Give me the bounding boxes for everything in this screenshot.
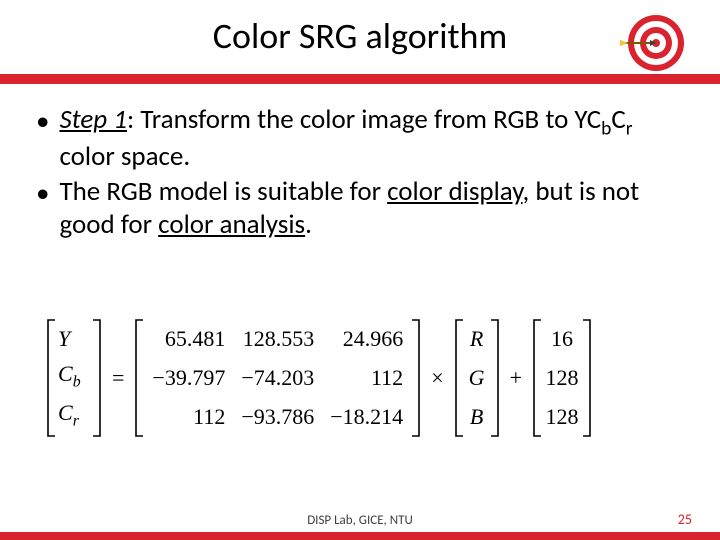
bracket-right	[490, 318, 500, 438]
page-number: 25	[678, 511, 692, 528]
matrix-cell: 65.481	[152, 326, 225, 352]
equation: Y Cb Cr = 65.481 −39.797 112 128.553 −74…	[46, 318, 674, 438]
bracket-right	[582, 318, 592, 438]
vector-rgb: R G B	[464, 320, 490, 436]
matrix-cell: −74.203	[241, 365, 314, 391]
bracket-left	[46, 318, 56, 438]
vec-cell: Cb	[58, 361, 81, 391]
matrix-cell: 112	[152, 404, 225, 430]
matrix-cell: 112	[330, 365, 403, 391]
equals-op: =	[112, 365, 124, 391]
slide-title: Color SRG algorithm	[213, 14, 507, 58]
bracket-left	[134, 318, 144, 438]
bracket-left	[454, 318, 464, 438]
matrix-cell: −39.797	[152, 365, 225, 391]
matrix-cell: 128.553	[241, 326, 314, 352]
target-icon	[620, 10, 686, 76]
vec-cell: 128	[542, 365, 582, 391]
times-op: ×	[431, 365, 443, 391]
matrix-coeff: 65.481 −39.797 112 128.553 −74.203 −93.7…	[144, 320, 411, 436]
vec-cell: 128	[542, 404, 582, 430]
underline-text: color display	[387, 175, 522, 208]
header-divider	[0, 74, 720, 84]
underline-text: color analysis	[158, 208, 305, 241]
bullet-mark: •	[36, 178, 49, 211]
vec-cell: R	[464, 326, 490, 352]
bracket-left	[532, 318, 542, 438]
matrix-cell: −93.786	[241, 404, 314, 430]
vec-cell: Y	[58, 326, 70, 352]
bracket-right	[92, 318, 102, 438]
content-area: • Step 1: Transform the color image from…	[36, 104, 684, 244]
slide: Color SRG algorithm • Step 1: Transform …	[0, 0, 720, 540]
vec-cell: Cr	[58, 400, 79, 430]
matrix-col: 65.481 −39.797 112	[144, 320, 233, 436]
matrix-col: 24.966 112 −18.214	[322, 320, 411, 436]
matrix-cell: −18.214	[330, 404, 403, 430]
footer-text: DISP Lab, GICE, NTU	[0, 513, 720, 528]
bullet-text: Step 1: Transform the color image from R…	[59, 104, 684, 174]
title-wrap: Color SRG algorithm	[0, 14, 720, 58]
vector-offset: 16 128 128	[542, 320, 582, 436]
bullet-text: The RGB model is suitable for color disp…	[59, 176, 684, 242]
plus-op: +	[510, 365, 522, 391]
vec-cell: 16	[542, 326, 582, 352]
step-label: Step 1	[59, 103, 127, 136]
bullet-item: • The RGB model is suitable for color di…	[36, 176, 684, 242]
matrix-col: 128.553 −74.203 −93.786	[233, 320, 322, 436]
bullet-mark: •	[36, 106, 49, 139]
bullet-item: • Step 1: Transform the color image from…	[36, 104, 684, 174]
bracket-right	[411, 318, 421, 438]
vec-cell: B	[464, 404, 490, 430]
vec-cell: G	[464, 365, 490, 391]
footer-divider	[0, 532, 720, 540]
vector-ycbcr: Y Cb Cr	[56, 320, 92, 436]
matrix-cell: 24.966	[330, 326, 403, 352]
